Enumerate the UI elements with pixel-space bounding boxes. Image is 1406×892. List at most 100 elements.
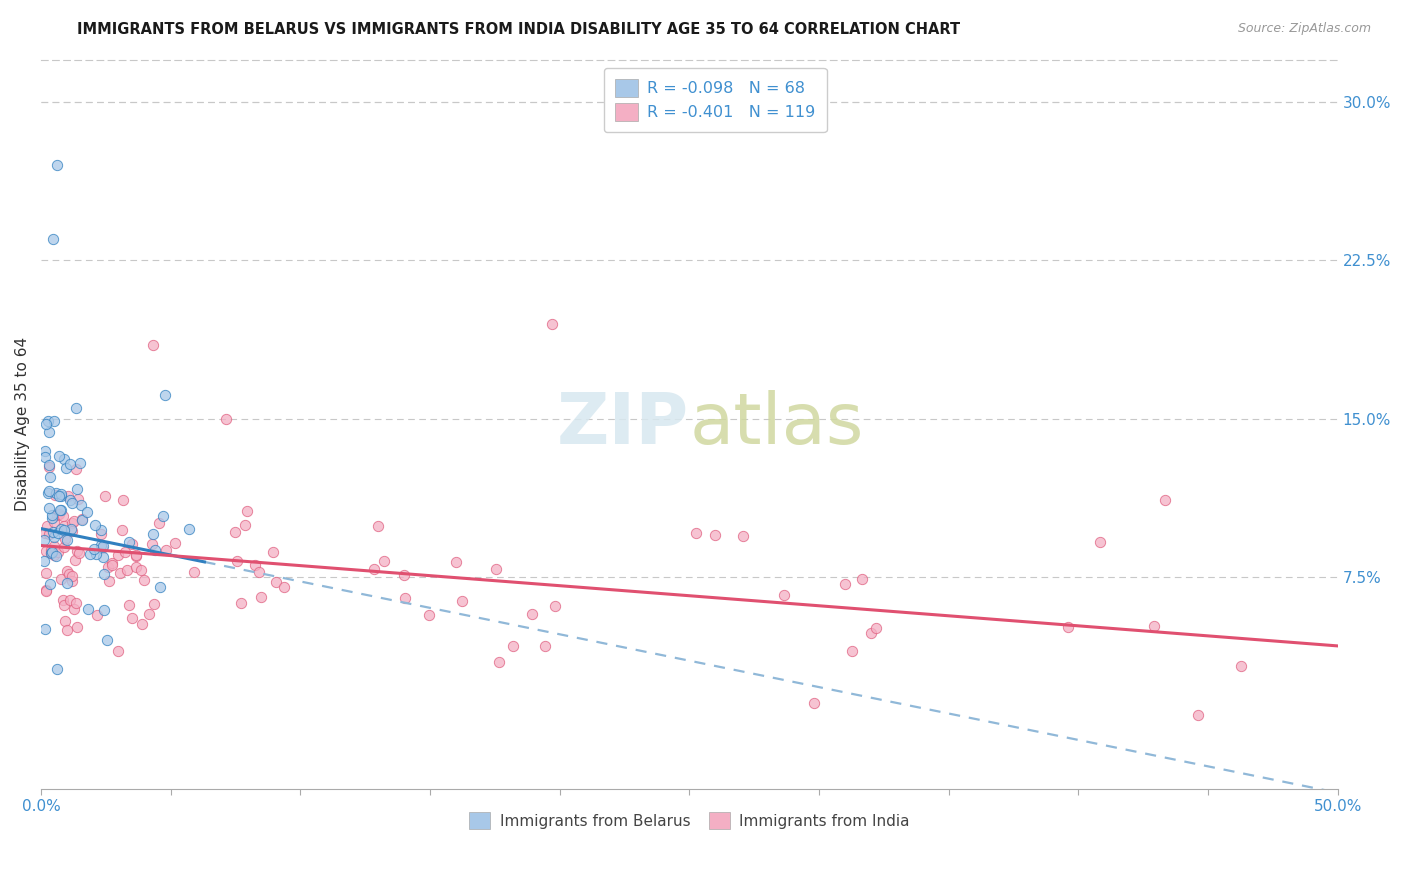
Point [264,575,287,590]
Y-axis label: Disability Age 35 to 64: Disability Age 35 to 64 [15,337,30,511]
Point [803,696,825,710]
Point [67,546,90,560]
Point [245,558,267,572]
Point [1230,659,1253,673]
Point [143,543,166,558]
Point [52,523,75,537]
Point [111,493,134,508]
Point [55,614,77,628]
Point [84,547,107,561]
Point [35,519,58,533]
Point [273,580,295,594]
Point [77,602,100,616]
Point [60,569,83,583]
Point [63,553,86,567]
Point [56,575,79,590]
Point [101,556,124,570]
Point [685,525,707,540]
Point [131,616,153,631]
Point [39,469,62,483]
Point [69,456,91,470]
Point [772,588,794,602]
Point [44,539,66,553]
Point [132,574,155,588]
Point [125,549,148,563]
Point [35,584,58,599]
Point [488,655,510,669]
Point [35,544,58,558]
Point [249,591,271,605]
Point [148,516,170,530]
Point [60,496,83,510]
Point [65,596,87,610]
Point [121,610,143,624]
Point [834,576,856,591]
Point [394,591,416,605]
Point [34,554,56,568]
Point [418,607,440,622]
Point [262,544,284,558]
Point [215,411,238,425]
Point [1056,620,1078,634]
Point [1154,493,1177,508]
Point [153,388,176,402]
Point [49,489,72,503]
Text: ZIP: ZIP [557,390,689,458]
Point [56,533,79,548]
Legend: Immigrants from Belarus, Immigrants from India: Immigrants from Belarus, Immigrants from… [463,805,915,836]
Point [373,553,395,567]
Point [38,500,60,515]
Point [58,566,80,581]
Point [52,451,75,466]
Point [34,533,56,547]
Point [91,539,114,553]
Point [1187,707,1209,722]
Point [107,644,129,658]
Point [65,461,87,475]
Point [45,508,67,522]
Point [90,541,112,555]
Point [56,565,79,579]
Point [65,401,87,415]
Point [49,522,72,536]
Point [52,593,75,607]
Point [34,582,56,597]
Point [34,417,56,432]
Point [363,562,385,576]
Point [86,608,108,623]
Point [38,425,60,440]
Point [233,518,256,533]
Point [34,443,56,458]
Point [56,623,79,637]
Point [1088,535,1111,549]
Point [865,621,887,635]
Point [66,544,89,558]
Text: IMMIGRANTS FROM BELARUS VS IMMIGRANTS FROM INDIA DISABILITY AGE 35 TO 64 CORRELA: IMMIGRANTS FROM BELARUS VS IMMIGRANTS FR… [77,22,960,37]
Point [183,566,205,580]
Point [44,414,66,428]
Point [392,567,415,582]
Point [485,561,508,575]
Point [38,576,60,591]
Point [1143,619,1166,633]
Point [41,544,63,558]
Point [704,528,727,542]
Point [53,532,76,546]
Point [53,518,76,533]
Point [111,523,134,537]
Point [66,620,89,634]
Point [45,549,67,563]
Point [52,540,75,554]
Point [544,599,567,613]
Point [60,524,83,539]
Point [367,519,389,533]
Point [108,566,131,580]
Point [125,549,148,563]
Point [121,537,143,551]
Point [236,504,259,518]
Point [138,607,160,621]
Point [46,545,69,559]
Point [93,603,115,617]
Point [107,548,129,562]
Point [152,509,174,524]
